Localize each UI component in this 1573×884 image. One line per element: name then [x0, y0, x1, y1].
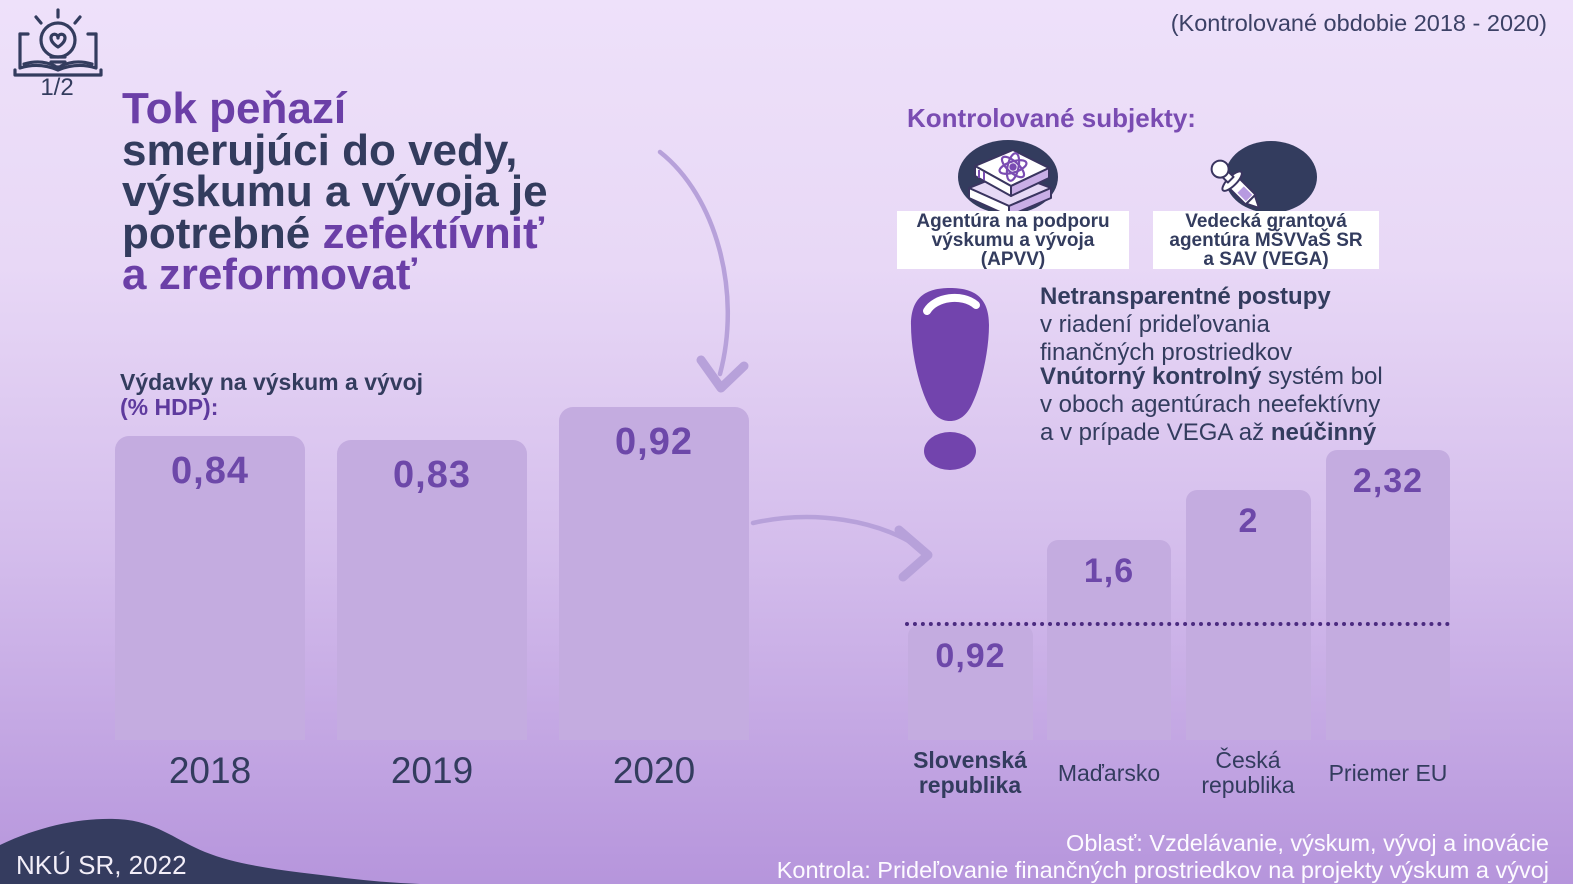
dropper-icon	[1210, 141, 1317, 225]
finding-internal-control: Vnútorný kontrolný systém bol v oboch ag…	[1040, 363, 1520, 447]
finding-nontransparent: Netransparentné postupy v riadení prideľ…	[1040, 283, 1520, 367]
label-sr-line2: republika	[918, 772, 1022, 798]
axis-label-madarsko: Maďarsko	[1029, 746, 1189, 800]
chart1-subtitle: (% HDP):	[120, 394, 219, 420]
arrow-chart1-to-chart2	[750, 514, 933, 582]
label-cz-line2: republika	[1201, 772, 1295, 798]
books-atom-icon	[958, 140, 1058, 217]
subject-label-vega: Vedecká grantová agentúra MŠVVaŠ SR a SA…	[1153, 211, 1379, 269]
bar-eu-value: 2,32	[1352, 462, 1424, 500]
finding2-bold: Vnútorný kontrolný	[1040, 363, 1262, 390]
finding1-line3: finančných prostriedkov	[1040, 339, 1293, 366]
bar-cz-value: 2	[1238, 502, 1259, 540]
bar-madarsko: 1,6	[1047, 540, 1171, 740]
bar-priemer-eu: 2,32	[1326, 450, 1450, 740]
label-sr-line1: Slovenská	[913, 747, 1027, 773]
subject-label-apvv: Agentúra na podporu výskumu a vývoja (AP…	[897, 211, 1129, 269]
finding1-bold: Netransparentné postupy	[1040, 283, 1331, 310]
title-line-1: Tok peňazí	[122, 84, 347, 133]
label-hu-line1: Maďarsko	[1057, 759, 1161, 786]
footer-control-line: Kontrola: Prideľovanie finančných prostr…	[776, 857, 1549, 883]
sr-level-dotted-refline	[905, 622, 1450, 626]
source-label: NKÚ SR, 2022	[16, 850, 187, 880]
exclamation-icon	[911, 288, 989, 470]
subjects-heading: Kontrolované subjekty:	[907, 103, 1196, 133]
vega-line-1: Vedecká grantová	[1185, 210, 1347, 232]
bar-2018-value: 0,84	[171, 449, 249, 492]
page-indicator: 1/2	[40, 74, 74, 101]
footer-area-line: Oblasť: Vzdelávanie, výskum, vývoj a ino…	[1066, 830, 1549, 856]
title-line-3: výskumu a vývoja je	[122, 167, 548, 216]
apvv-line-3: (APVV)	[980, 248, 1046, 270]
apvv-line-2: výskumu a vývoja	[931, 229, 1095, 251]
finding2-line2: v oboch agentúrach neefektívny	[1040, 391, 1381, 418]
axis-label-slovenska-republika: Slovenská republika	[890, 746, 1050, 800]
bar-sr-value: 0,92	[935, 637, 1006, 675]
title-line-4: potrebné zefektívniť	[122, 211, 548, 255]
finding2-line3-bold: neúčinný	[1270, 419, 1377, 446]
bar-ceska-republika: 2	[1186, 490, 1311, 740]
finding2-line3-prefix: a v prípade VEGA až	[1040, 419, 1271, 446]
title-line-4-highlight: zefektívniť	[322, 208, 545, 258]
title-line-4-prefix: potrebné	[122, 208, 323, 258]
title-line-5: a zreformovať	[122, 250, 417, 299]
axis-label-2020: 2020	[612, 750, 696, 791]
bar-2020-value: 0,92	[615, 420, 693, 463]
bar-2019: 0,83	[337, 439, 527, 740]
book-lightbulb-icon	[13, 8, 103, 77]
label-eu-line1: Priemer EU	[1328, 759, 1448, 786]
footer-blob-shape	[0, 818, 420, 884]
main-title: Tok peňazí smerujúci do vedy, výskumu a …	[122, 84, 548, 299]
finding2-after-bold: systém bol	[1261, 363, 1383, 390]
vega-line-2: agentúra MŠVVaŠ SR	[1169, 229, 1363, 251]
axis-label-ceska-republika: Česká republika	[1168, 746, 1328, 800]
axis-label-2019: 2019	[390, 750, 474, 791]
title-line-2: smerujúci do vedy,	[122, 125, 518, 175]
bar-hu-value: 1,6	[1083, 552, 1135, 590]
bar-slovenska-republika: 0,92	[908, 625, 1033, 740]
apvv-line-1: Agentúra na podporu	[916, 210, 1110, 232]
axis-label-priemer-eu: Priemer EU	[1308, 746, 1468, 800]
axis-label-2018: 2018	[168, 750, 252, 791]
vega-line-3: a SAV (VEGA)	[1203, 248, 1329, 270]
arrow-title-to-2020	[657, 149, 749, 393]
bar-2019-value: 0,83	[393, 453, 471, 496]
audit-period-label: (Kontrolované obdobie 2018 - 2020)	[1170, 10, 1547, 36]
bar-2020: 0,92	[559, 406, 749, 740]
chart1-title: Výdavky na výskum a vývoj	[120, 369, 424, 395]
bar-2018: 0,84	[115, 435, 305, 740]
finding1-line2: v riadení prideľovania	[1040, 311, 1270, 338]
label-cz-line1: Česká	[1215, 747, 1281, 773]
